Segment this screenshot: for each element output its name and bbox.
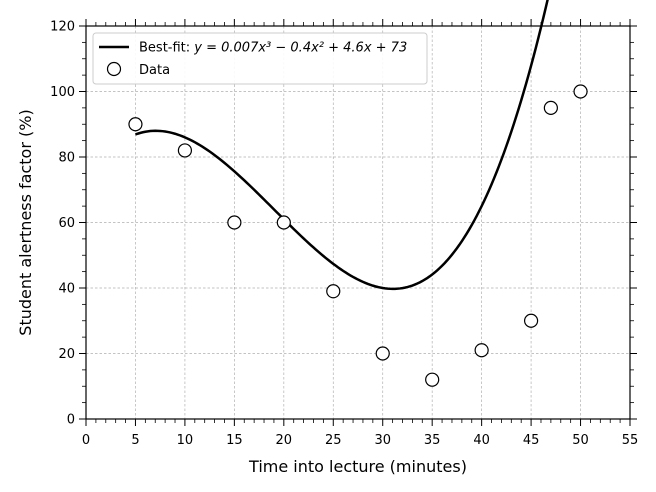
data-point — [128, 117, 143, 132]
data-point — [543, 100, 558, 115]
x-tick-label: 15 — [226, 433, 243, 448]
y-axis-label: Student alertness factor (%) — [16, 109, 35, 335]
data-point — [375, 346, 390, 361]
y-tick-label: 80 — [58, 151, 75, 166]
data-point — [573, 84, 588, 99]
legend: Best-fit: y = 0.007x³ − 0.4x² + 4.6x + 7… — [92, 32, 428, 85]
data-point — [227, 215, 242, 230]
x-axis: 0 5 10 15 20 25 30 35 40 45 50 55 — [82, 19, 638, 448]
data-point — [276, 215, 291, 230]
legend-data-label: Data — [139, 63, 170, 78]
data-point — [177, 143, 193, 158]
x-tick-label: 0 — [82, 433, 90, 448]
legend-fit-equation: y = 0.007x³ − 0.4x² + 4.6x + 73 — [193, 41, 407, 56]
legend-data-marker — [106, 61, 122, 77]
x-tick-label: 20 — [276, 433, 293, 448]
y-axis: 0 20 40 60 80 100 120 — [50, 20, 637, 428]
x-tick-label: 50 — [572, 433, 589, 448]
x-tick-label: 35 — [424, 433, 441, 448]
legend-fit-prefix: Best-fit: — [139, 41, 194, 56]
data-point — [326, 284, 341, 299]
x-tick-label: 25 — [325, 433, 342, 448]
x-tick-label: 40 — [473, 433, 490, 448]
y-tick-label: 20 — [58, 347, 75, 362]
x-tick-label: 10 — [177, 433, 194, 448]
x-tick-label: 45 — [523, 433, 540, 448]
y-tick-label: 60 — [58, 216, 75, 231]
plot-series — [128, 0, 588, 387]
y-tick-label: 0 — [67, 413, 75, 428]
y-tick-label: 40 — [58, 282, 75, 297]
best-fit-line — [135, 0, 549, 291]
y-tick-label: 120 — [50, 20, 75, 35]
legend-box — [92, 32, 428, 85]
x-tick-label: 55 — [622, 433, 639, 448]
data-point — [425, 372, 440, 387]
x-tick-label: 5 — [131, 433, 139, 448]
grid-lines — [86, 26, 630, 419]
data-point — [523, 313, 539, 328]
x-axis-label: Time into lecture (minutes) — [248, 457, 467, 476]
data-point — [474, 343, 489, 358]
plot-frame — [85, 25, 631, 420]
legend-fit-label: Best-fit: y = 0.007x³ − 0.4x² + 4.6x + 7… — [139, 41, 407, 56]
x-tick-label: 30 — [374, 433, 391, 448]
y-tick-label: 100 — [50, 85, 75, 100]
